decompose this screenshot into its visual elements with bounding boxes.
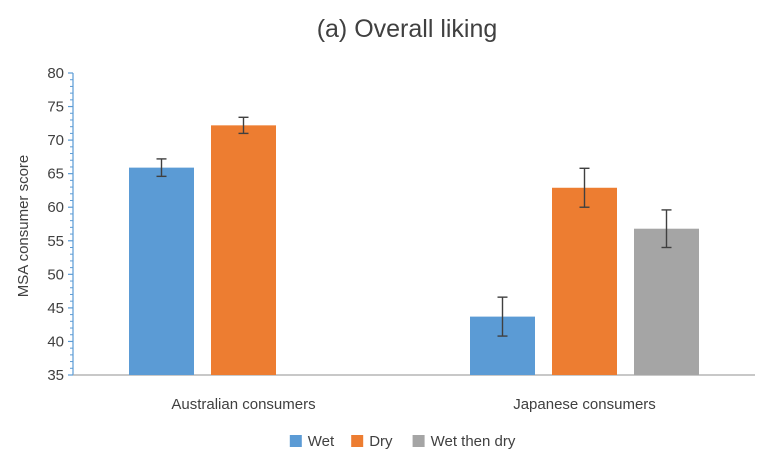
chart-title: (a) Overall liking	[317, 15, 498, 43]
bar-dry	[552, 187, 617, 375]
bar-wet	[129, 167, 194, 375]
y-axis-label: MSA consumer score	[15, 155, 32, 298]
bar-wet-then-dry	[634, 228, 699, 375]
y-tick-label: 70	[47, 132, 64, 149]
legend-swatch	[351, 435, 364, 447]
legend-label: Wet	[308, 433, 335, 450]
y-tick-label: 75	[47, 99, 64, 116]
plot-area: 35 40 45 50 55 60 65 70 75 80 Australian consumers…	[47, 65, 755, 413]
y-tick-label: 50	[47, 266, 64, 283]
x-category-label: Australian consumers	[171, 396, 315, 413]
legend-label: Wet then dry	[431, 433, 516, 450]
legend-swatch	[412, 435, 425, 447]
x-category-label: Japanese consumers	[513, 396, 656, 413]
bar-dry	[211, 125, 276, 375]
legend-swatch	[289, 435, 302, 447]
y-tick-label: 45	[47, 300, 64, 317]
y-tick-label: 40	[47, 333, 64, 350]
legend-label: Dry	[369, 433, 393, 450]
y-tick-label: 35	[47, 367, 64, 384]
y-tick-label: 55	[47, 233, 64, 250]
y-tick-label: 60	[47, 199, 64, 216]
legend: Wet Dry Wet then dry	[289, 433, 516, 450]
y-tick-label: 65	[47, 166, 64, 183]
y-tick-label: 80	[47, 65, 64, 82]
